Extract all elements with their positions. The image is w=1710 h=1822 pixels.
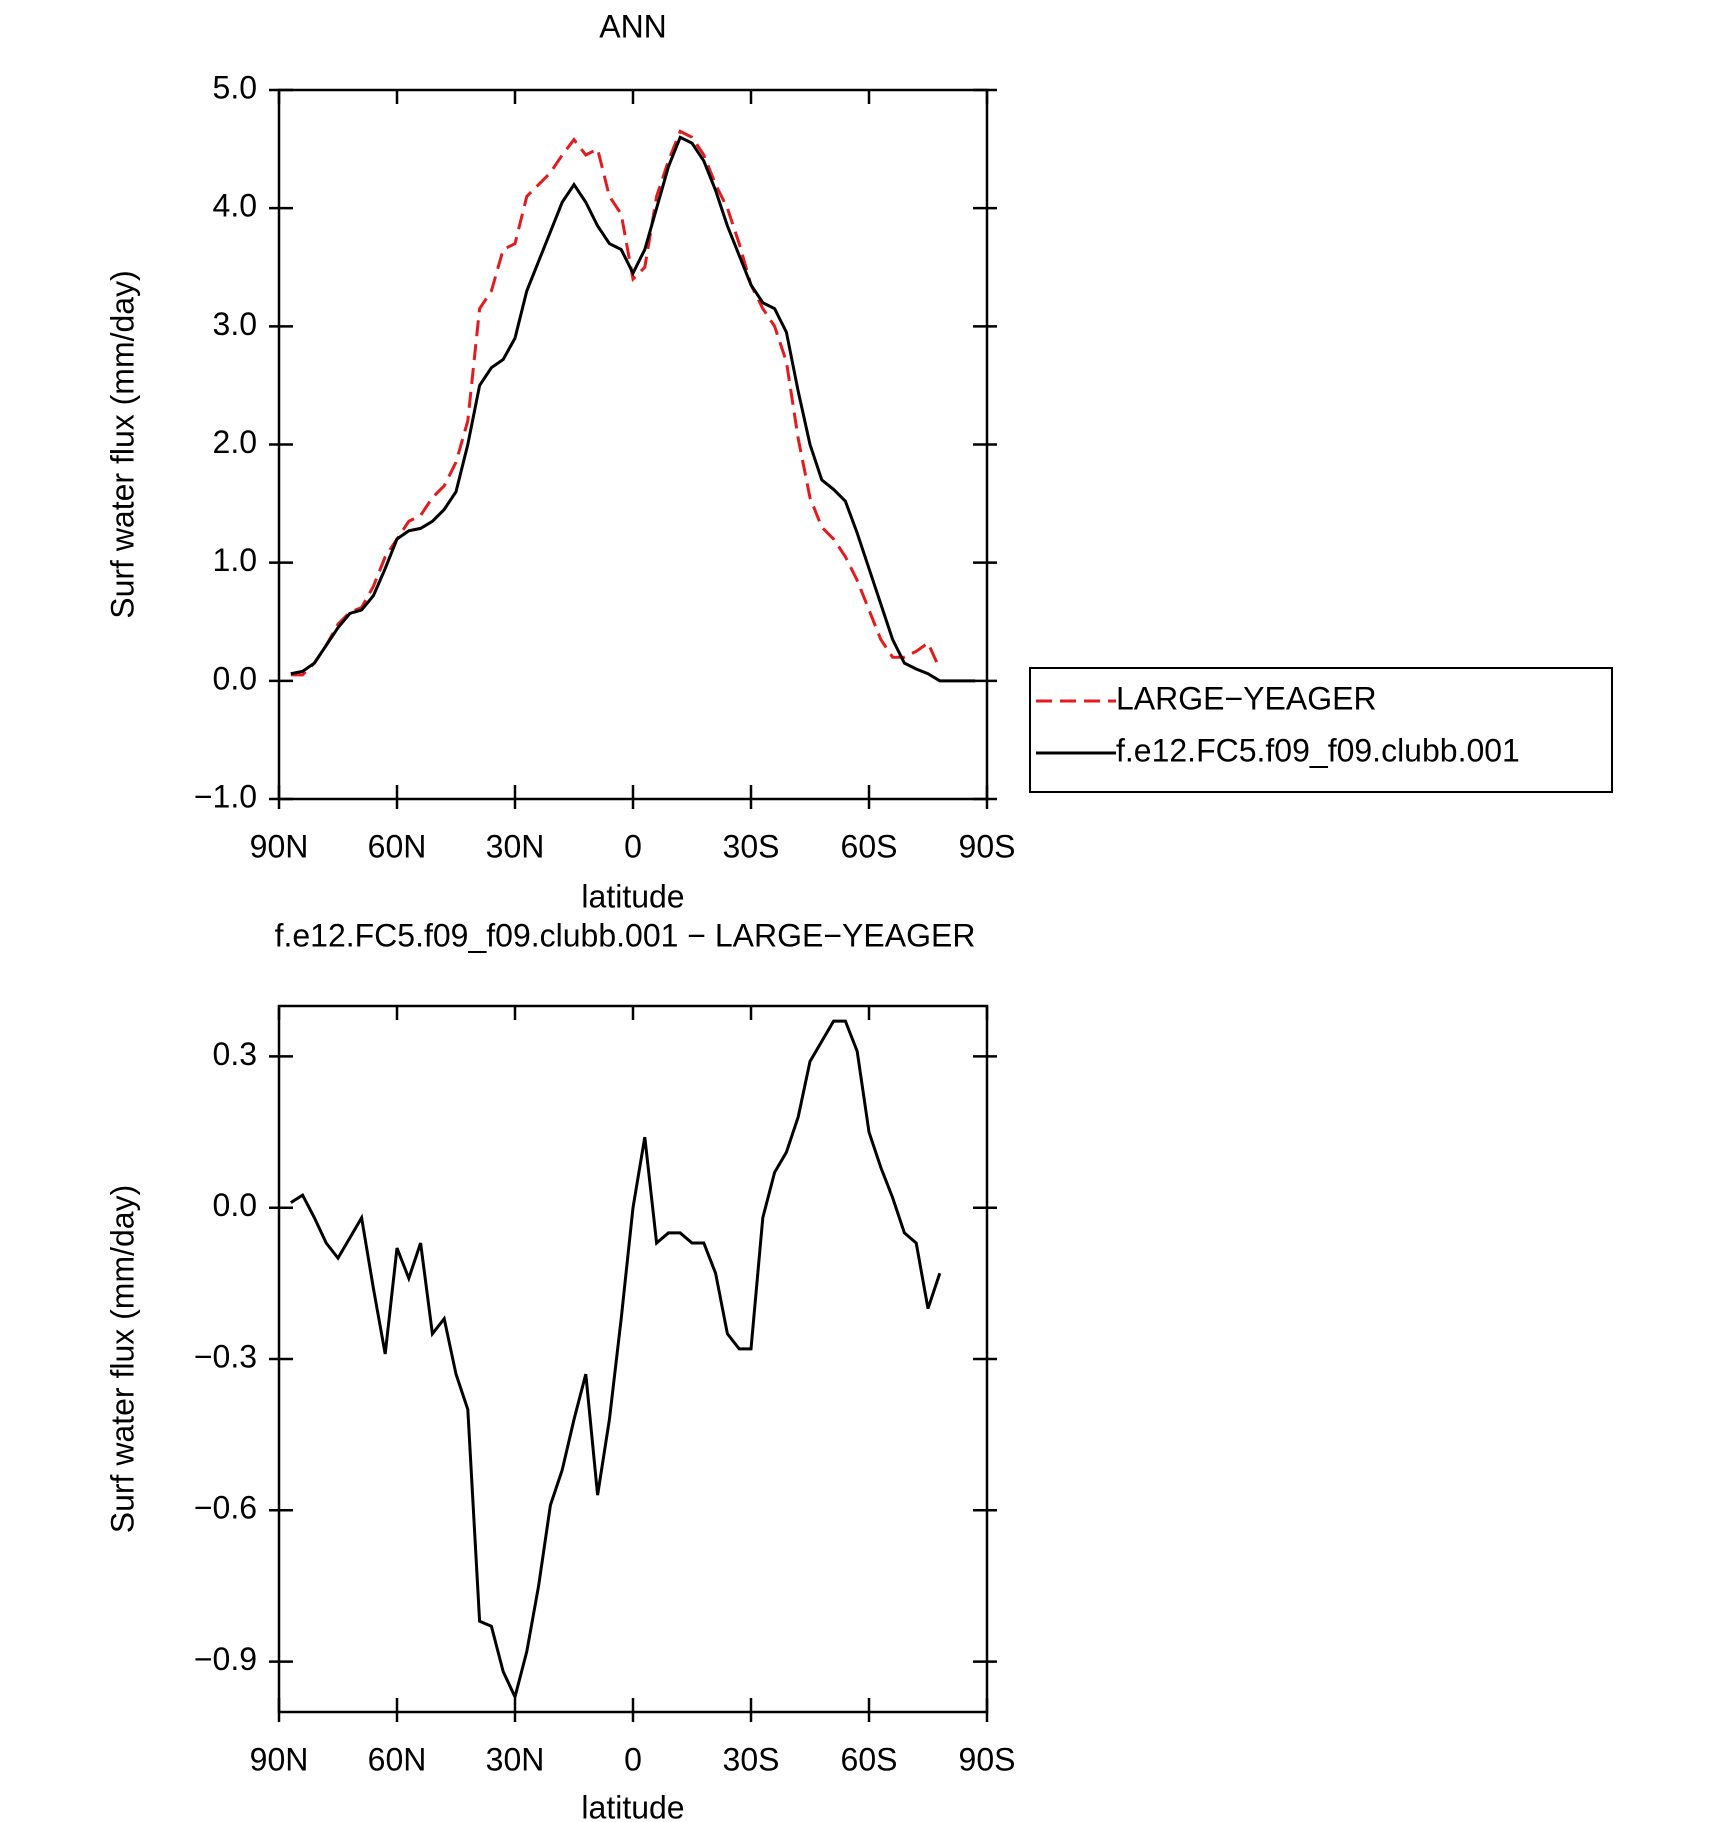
plot-frame <box>277 1004 989 1714</box>
chart-title: ANN <box>599 8 667 44</box>
x-axis-label: latitude <box>581 1789 684 1822</box>
plot-frame <box>277 88 989 801</box>
x-tick-label: 60N <box>368 828 427 864</box>
x-tick-label: 90N <box>250 828 309 864</box>
y-tick-label: 1.0 <box>213 542 257 578</box>
x-tick-label: 30N <box>486 1741 545 1777</box>
y-tick-label: −0.9 <box>194 1641 257 1677</box>
y-tick-label: 0.0 <box>213 660 257 696</box>
y-axis-label: Surf water flux (mm/day) <box>104 270 140 619</box>
x-axis-label: latitude <box>581 878 684 914</box>
y-axis-label: Surf water flux (mm/day) <box>104 1185 140 1534</box>
data-line <box>290 129 942 677</box>
x-tick-label: 0 <box>624 828 642 864</box>
x-tick-label: 90S <box>959 1741 1016 1777</box>
y-tick-label: −0.6 <box>194 1490 257 1526</box>
x-tick-label: 90S <box>959 828 1016 864</box>
x-tick-label: 30N <box>486 828 545 864</box>
y-tick-label: 2.0 <box>213 424 257 460</box>
data-line <box>290 135 976 683</box>
x-tick-label: 60S <box>841 1741 898 1777</box>
y-tick-label: 5.0 <box>213 69 257 105</box>
y-tick-label: 0.0 <box>213 1187 257 1223</box>
data-line <box>289 1019 942 1702</box>
y-tick-label: −0.3 <box>194 1338 257 1374</box>
y-tick-label: 0.3 <box>213 1036 257 1072</box>
y-tick-label: 4.0 <box>213 188 257 224</box>
x-tick-label: 30S <box>723 828 780 864</box>
x-tick-label: 60S <box>841 828 898 864</box>
y-tick-label: −1.0 <box>194 778 257 814</box>
y-tick-label: 3.0 <box>213 306 257 342</box>
x-tick-label: 90N <box>250 1741 309 1777</box>
legend-label: LARGE−YEAGER <box>1116 680 1377 716</box>
x-tick-label: 60N <box>368 1741 427 1777</box>
legend-label: f.e12.FC5.f09_f09.clubb.001 <box>1116 732 1520 768</box>
x-tick-label: 30S <box>723 1741 780 1777</box>
chart-title: f.e12.FC5.f09_f09.clubb.001 − LARGE−YEAG… <box>275 917 976 953</box>
legend-box <box>1029 667 1613 793</box>
x-tick-label: 0 <box>624 1741 642 1777</box>
